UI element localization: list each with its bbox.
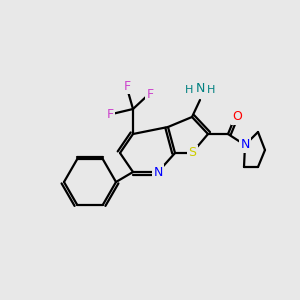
Text: O: O [232, 110, 242, 124]
Text: F: F [123, 80, 130, 92]
Text: N: N [195, 82, 205, 95]
Text: H: H [207, 85, 215, 95]
Text: S: S [188, 146, 196, 160]
Text: F: F [146, 88, 154, 101]
Text: N: N [153, 166, 163, 178]
Text: H: H [184, 85, 193, 95]
Text: F: F [106, 107, 114, 121]
Text: N: N [240, 139, 250, 152]
